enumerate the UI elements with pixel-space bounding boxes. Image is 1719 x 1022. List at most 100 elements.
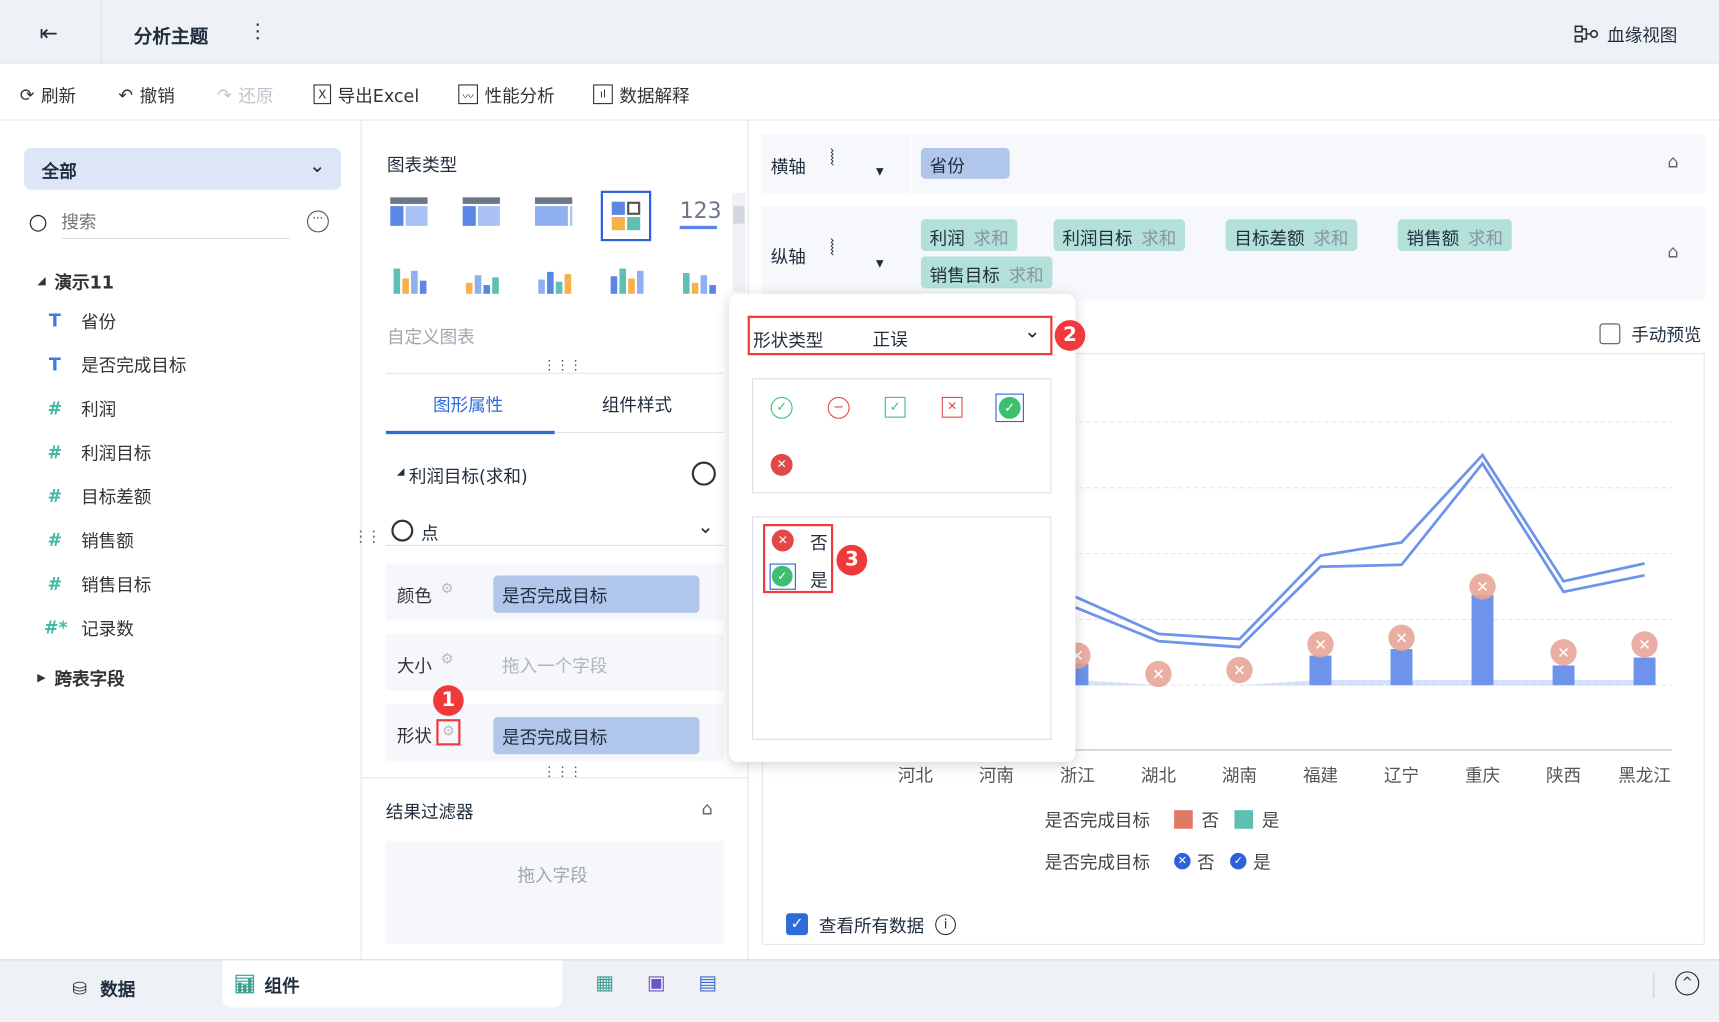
legend-label-yes[interactable]: 是 — [1253, 851, 1271, 873]
field-item[interactable]: # 利润 — [44, 395, 116, 421]
shape-type-select[interactable]: 形状类型 正误 ⌄ — [747, 315, 1053, 356]
scope-dropdown[interactable]: 全部 ⌄ — [24, 148, 341, 190]
legend-label-no[interactable]: 否 — [1197, 851, 1215, 873]
add-report-icon[interactable]: ▤ — [698, 971, 717, 995]
data-explain-button[interactable]: ıl 数据解释 — [593, 81, 690, 107]
grouped-bar-chart-icon[interactable] — [463, 261, 500, 298]
field-item[interactable]: # 销售目标 — [44, 570, 151, 596]
tab-graph-properties[interactable]: 图形属性 — [433, 394, 504, 416]
number-field-icon: # — [47, 441, 63, 463]
legend-label-yes[interactable]: 是 — [1261, 810, 1280, 831]
undo-button[interactable]: ↶ 撤销 — [118, 81, 174, 107]
legend-label-no[interactable]: 否 — [1201, 810, 1220, 831]
scrollbar[interactable] — [732, 192, 746, 292]
clear-icon[interactable]: ⌂ — [1667, 151, 1679, 173]
gear-icon[interactable]: ⚙ — [440, 581, 454, 598]
caret-down-icon[interactable]: ▼ — [875, 258, 884, 270]
field-label: 利润 — [81, 399, 117, 420]
grouped-table-chart-icon[interactable] — [462, 197, 500, 234]
manual-preview-toggle[interactable]: 手动预览 — [1599, 320, 1701, 346]
more-menu-button[interactable]: ⋮ — [247, 19, 268, 43]
more-options-icon[interactable]: ··· — [306, 210, 329, 233]
x-square-icon[interactable]: ✕ — [941, 396, 963, 418]
exit-icon[interactable]: ⇤ — [39, 19, 58, 47]
active-tab-indicator — [385, 430, 555, 435]
shape-type-value: 正误 — [872, 328, 908, 350]
refresh-button[interactable]: ⟳ 刷新 — [20, 81, 76, 107]
drag-handle[interactable]: ⋮⋮⋮ — [542, 357, 583, 373]
marker — [1469, 573, 1496, 600]
color-row: 颜色 ⚙ 是否完成目标 — [385, 563, 724, 621]
dashboard-card-chart-icon[interactable] — [600, 190, 652, 242]
checkbox[interactable] — [1599, 322, 1621, 344]
field-item[interactable]: # 销售额 — [44, 526, 133, 552]
comparison-bar-chart-icon[interactable] — [607, 261, 644, 298]
shape-mapping-list — [752, 516, 1052, 741]
color-field-pill[interactable]: 是否完成目标 — [493, 575, 700, 613]
info-icon[interactable]: i — [935, 913, 956, 935]
minus-circle-outline-icon[interactable]: − — [827, 396, 850, 419]
performance-button[interactable]: 〰性能分析 — [458, 81, 555, 107]
field-item[interactable]: T 是否完成目标 — [44, 351, 187, 377]
check-circle-filled-selected[interactable]: ✓ — [995, 393, 1024, 423]
x-circle-filled-icon[interactable]: ✕ — [771, 529, 794, 552]
circle-shape-icon[interactable] — [691, 461, 716, 486]
bar-stack-chart-icon[interactable] — [390, 261, 427, 298]
shape-field-pill[interactable]: 是否完成目标 — [493, 716, 700, 755]
kpi-number-chart-icon[interactable]: 123 — [679, 197, 722, 234]
size-drop-zone[interactable]: 拖入一个字段 — [502, 655, 608, 677]
custom-chart-link[interactable]: 自定义图表 — [386, 326, 475, 348]
check-circle-outline-icon[interactable]: ✓ — [770, 396, 793, 419]
axis-sort-icon[interactable]: ⦚ — [829, 234, 835, 261]
checkbox-checked[interactable]: ✓ — [786, 913, 808, 936]
area — [915, 679, 1645, 686]
y-field-pill[interactable]: 目标差额 求和 — [1225, 219, 1358, 252]
gear-icon[interactable]: ⚙ — [440, 651, 454, 668]
field-item[interactable]: #* 记录数 — [44, 614, 134, 640]
waterfall-chart-icon[interactable] — [680, 261, 717, 298]
dataset-node[interactable]: ◢ 演示11 — [37, 267, 114, 293]
y-field-pill[interactable]: 利润 求和 — [920, 219, 1018, 252]
detail-table-chart-icon[interactable] — [534, 197, 573, 234]
drag-handle[interactable]: ⋮⋮⋮ — [542, 764, 583, 780]
collapse-up-icon[interactable]: ^ — [1675, 971, 1700, 996]
cross-table-chart-icon[interactable] — [390, 197, 428, 234]
multi-bar-chart-icon[interactable] — [535, 261, 572, 298]
x-circle-filled-icon[interactable]: ✕ — [770, 453, 793, 476]
tab-component-style[interactable]: 组件样式 — [601, 394, 673, 416]
marker — [1631, 631, 1658, 658]
undo-icon: ↶ — [118, 83, 134, 105]
export-excel-button[interactable]: X 导出Excel — [313, 81, 419, 107]
redo-button[interactable]: ↷ 还原 — [217, 81, 273, 107]
tab-component[interactable]: 📊︎ 组件 — [222, 960, 563, 1008]
series-header[interactable]: ◢ 利润目标(求和) — [397, 462, 528, 488]
resize-handle[interactable]: ⋮⋮ — [353, 528, 382, 546]
y-field-pill[interactable]: 销售额 求和 — [1397, 219, 1512, 252]
tab-data[interactable]: ⛁ 数据 — [72, 975, 135, 1001]
y-field-pill[interactable]: 销售目标 求和 — [920, 256, 1053, 289]
axis-sort-icon[interactable]: ⦚ — [829, 144, 835, 172]
cross-table-node[interactable]: ▶ 跨表字段 — [37, 664, 124, 690]
filter-drop-zone[interactable]: 拖入字段 — [385, 840, 724, 944]
field-item[interactable]: # 目标差额 — [44, 482, 151, 508]
lineage-view-button[interactable]: 血缘视图 — [1574, 21, 1677, 47]
view-all-data-toggle[interactable]: ✓ 查看所有数据 i — [786, 911, 956, 937]
clear-icon[interactable]: ⌂ — [1667, 241, 1679, 263]
lineage-label: 血缘视图 — [1607, 25, 1678, 47]
field-item[interactable]: # 利润目标 — [44, 439, 151, 465]
mark-type-select[interactable]: 点 ⌄ — [385, 515, 724, 546]
add-chart-icon[interactable]: ▦ — [595, 971, 614, 995]
field-item[interactable]: T 省份 — [44, 307, 116, 333]
check-square-icon[interactable]: ✓ — [884, 396, 906, 418]
explain-label: 数据解释 — [619, 85, 690, 107]
y-field-pill[interactable]: 利润目标 求和 — [1053, 219, 1186, 252]
shape-gear-icon[interactable]: ⚙ — [436, 719, 461, 746]
x-field-pill[interactable]: 省份 — [920, 148, 1010, 179]
caret-down-icon[interactable]: ▼ — [875, 166, 884, 178]
search-input[interactable] — [61, 208, 290, 239]
clear-icon[interactable]: ⌂ — [701, 798, 713, 819]
mapping-selected[interactable]: ✓ — [769, 563, 796, 590]
x-tick-label: 河北 — [897, 765, 933, 787]
field-name: 目标差额 — [1234, 228, 1305, 249]
add-dashboard-icon[interactable]: ▣ — [646, 971, 666, 995]
